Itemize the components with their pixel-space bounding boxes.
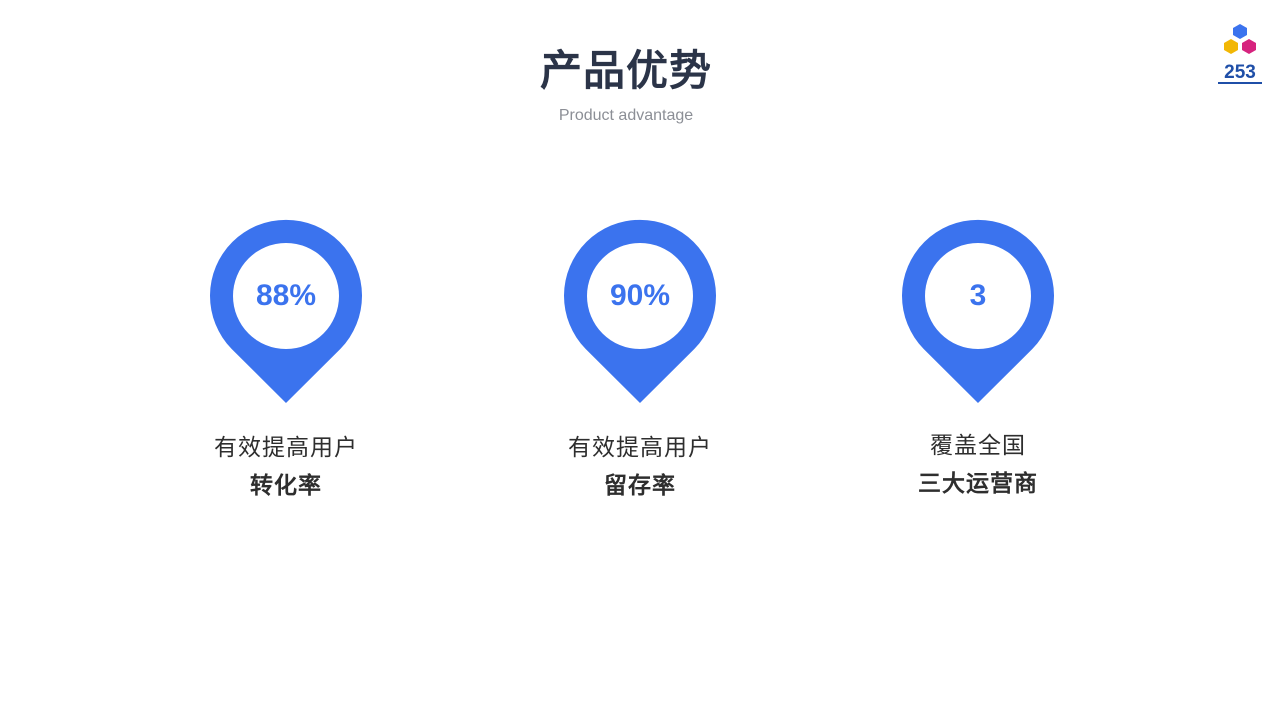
stat-metric: 三大运营商 (918, 471, 1038, 497)
stat-description: 有效提高用户 (214, 435, 358, 461)
stat-card-conversion: 88% 有效提高用户 转化率 (166, 219, 406, 501)
stat-value: 90% (609, 279, 671, 312)
map-pin-icon: 3 (902, 219, 1054, 405)
map-pin-icon: 90% (564, 219, 716, 405)
stat-value: 88% (255, 279, 317, 312)
stat-description: 覆盖全国 (930, 433, 1026, 459)
page-title: 产品优势 (539, 46, 712, 95)
map-pin-icon: 88% (210, 219, 362, 405)
svg-text:253: 253 (1224, 62, 1256, 83)
stat-metric: 留存率 (604, 473, 676, 499)
stat-card-retention: 90% 有效提高用户 留存率 (520, 219, 760, 501)
stat-card-carriers: 3 覆盖全国 三大运营商 (858, 219, 1098, 499)
page-subtitle: Product advantage (558, 107, 694, 124)
stat-value: 3 (969, 279, 987, 312)
stat-description: 有效提高用户 (568, 435, 712, 461)
brand-logo: 253 (1214, 22, 1266, 88)
brand-logo-graphic: 253 (1218, 24, 1262, 84)
stat-metric: 转化率 (250, 473, 322, 499)
